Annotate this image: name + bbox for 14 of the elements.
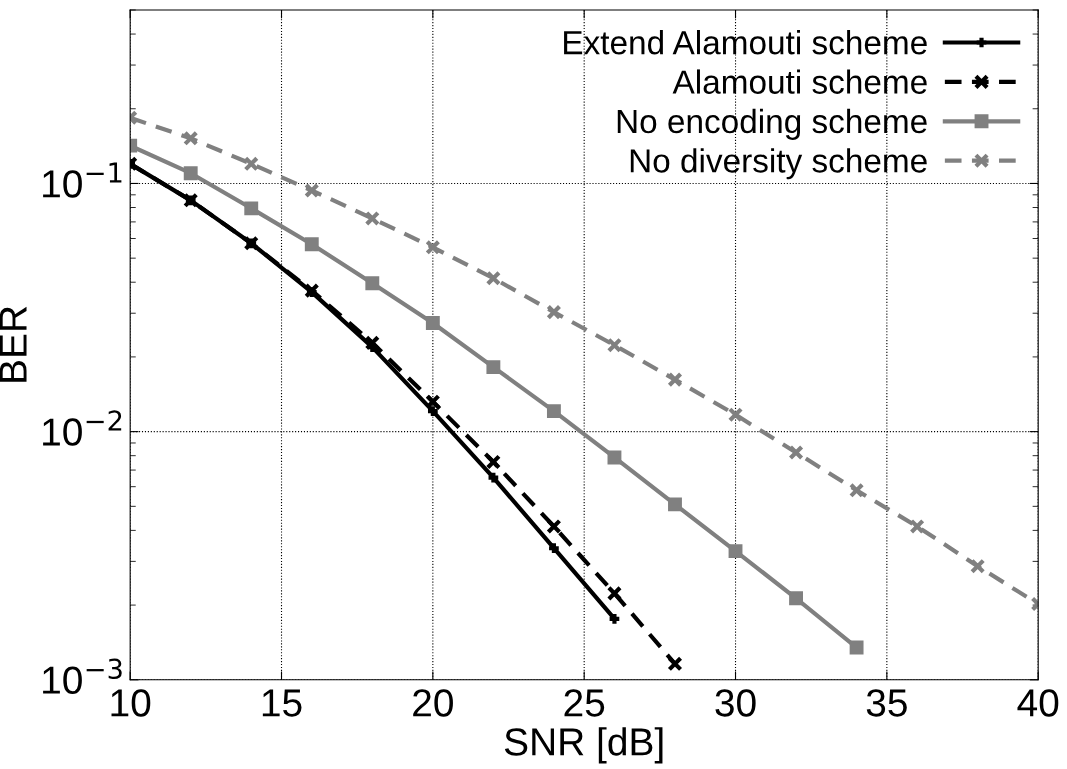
x-tick-label: 25 xyxy=(564,689,605,717)
x-tick-label: 30 xyxy=(715,689,756,717)
y-tick-label: 10$^{−1}$ xyxy=(43,162,122,198)
x-axis-title: SNR [dB] xyxy=(504,727,663,764)
x-tick-label: 35 xyxy=(866,689,907,717)
y-tick-label: 10$^{−2}$ xyxy=(43,410,122,446)
legend-label: Alamouti scheme xyxy=(672,69,927,94)
legend-label: No encoding scheme xyxy=(617,108,927,140)
x-tick-label: 20 xyxy=(413,689,453,717)
y-axis-title: BER xyxy=(0,306,27,382)
x-tick-label: 40 xyxy=(1017,689,1059,717)
x-tick-label: 15 xyxy=(262,689,302,717)
legend-label: Extend Alamouti scheme xyxy=(564,30,927,55)
legend-label: No diversity scheme xyxy=(630,148,927,180)
